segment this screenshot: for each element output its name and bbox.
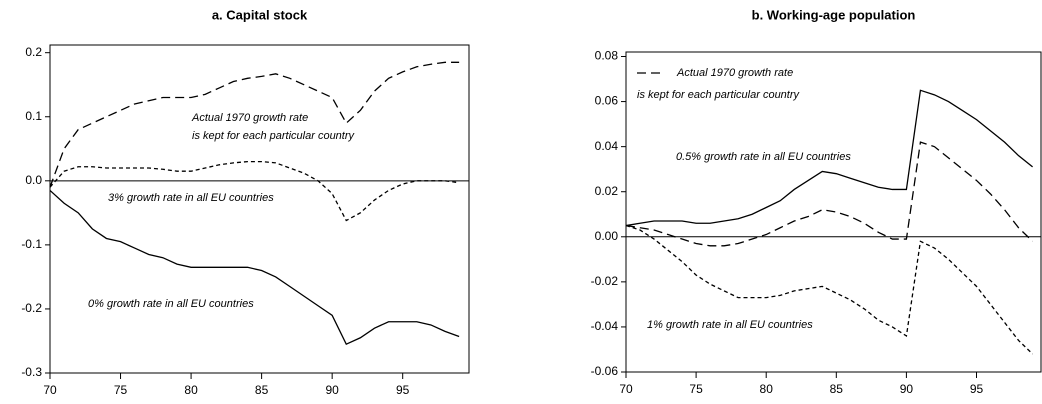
- y-tick-label: 0.0: [25, 173, 42, 187]
- y-tick-label: 0.04: [595, 139, 619, 153]
- y-tick-label: -0.2: [21, 301, 42, 315]
- y-tick-label: -0.02: [591, 274, 619, 288]
- y-tick-label: -0.1: [21, 237, 42, 251]
- y-tick-label: 0.00: [595, 229, 619, 243]
- x-tick-label: 70: [43, 383, 57, 397]
- annotation: Actual 1970 growth rate: [191, 112, 308, 124]
- annotation: 1% growth rate in all EU countries: [647, 319, 813, 331]
- annotation: 0% growth rate in all EU countries: [88, 298, 254, 310]
- y-tick-label: -0.3: [21, 365, 42, 379]
- x-tick-label: 75: [114, 383, 128, 397]
- y-tick-label: 0.2: [25, 45, 42, 59]
- y-tick-label: -0.06: [591, 364, 619, 378]
- annotation: is kept for each particular country: [637, 89, 801, 101]
- x-tick-label: 80: [760, 382, 774, 396]
- chart-title: a. Capital stock: [212, 7, 308, 22]
- series-line: [49, 160, 460, 222]
- x-tick-label: 85: [255, 383, 269, 397]
- x-tick-label: 90: [325, 383, 339, 397]
- plot-frame: [625, 51, 1042, 373]
- y-tick-label: -0.04: [591, 319, 619, 333]
- x-tick-label: 95: [396, 383, 410, 397]
- series-line: [625, 89, 1033, 227]
- plot-frame: [49, 44, 470, 374]
- x-tick-label: 85: [830, 382, 844, 396]
- x-tick-label: 75: [689, 382, 703, 396]
- y-tick-label: 0.06: [595, 94, 619, 108]
- y-tick-label: 0.08: [595, 49, 619, 63]
- annotation: 0.5% growth rate in all EU countries: [676, 151, 851, 163]
- series-line: [49, 61, 460, 188]
- chart-title: b. Working-age population: [752, 7, 916, 22]
- annotation: 3% growth rate in all EU countries: [108, 192, 274, 204]
- annotation: Actual 1970 growth rate: [676, 67, 793, 79]
- x-tick-label: 95: [970, 382, 984, 396]
- series-line: [625, 224, 1034, 355]
- annotation: is kept for each particular country: [192, 130, 356, 142]
- y-tick-label: 0.02: [595, 184, 619, 198]
- x-tick-label: 70: [619, 382, 633, 396]
- y-tick-label: 0.1: [25, 109, 42, 123]
- x-tick-label: 80: [184, 383, 198, 397]
- x-tick-label: 90: [900, 382, 914, 396]
- series-line: [625, 141, 1034, 247]
- series-line: [49, 189, 460, 346]
